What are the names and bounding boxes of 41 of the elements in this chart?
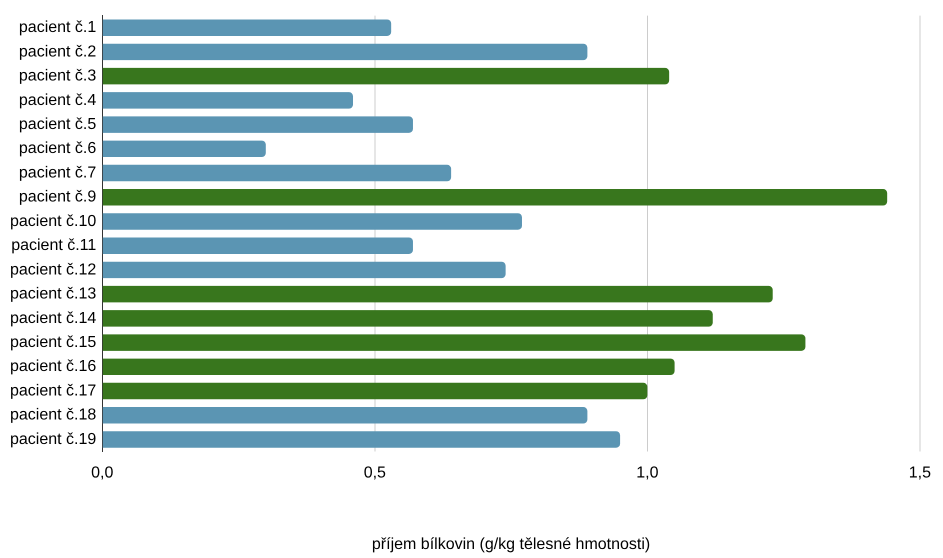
bar [102, 44, 588, 60]
bar [102, 286, 773, 302]
bar [102, 213, 522, 230]
bar [102, 68, 670, 84]
x-tick-label: 0,0 [91, 464, 114, 482]
y-tick-label: pacient č.16 [10, 358, 96, 376]
bar [102, 334, 806, 351]
y-tick-label: pacient č.12 [10, 261, 96, 278]
bar [102, 358, 675, 376]
bar [102, 237, 413, 254]
y-tick-label: pacient č.11 [11, 237, 96, 254]
y-tick-label: pacient č.1 [18, 19, 96, 36]
bar [102, 92, 354, 109]
y-tick-label: pacient č.4 [18, 92, 96, 109]
x-axis-title: příjem bílkovin (g/kg tělesné hmotnosti) [372, 536, 650, 553]
y-tick-label: pacient č.10 [10, 212, 96, 230]
bar [102, 189, 888, 206]
bar [102, 262, 506, 278]
y-tick-label: pacient č.2 [18, 43, 96, 60]
bar [102, 407, 588, 424]
bar [102, 140, 266, 158]
x-tick-label: 0,5 [364, 464, 386, 482]
bar [102, 431, 620, 448]
bar [102, 19, 392, 36]
x-tick-label: 1,5 [908, 464, 932, 482]
y-tick-label: pacient č.13 [10, 286, 96, 303]
x-tick-label: 1,0 [636, 464, 659, 482]
y-tick-label: pacient č.7 [18, 164, 96, 182]
y-tick-label: pacient č.3 [18, 68, 96, 85]
bar [102, 382, 648, 400]
bar [102, 116, 413, 133]
y-tick-label: pacient č.15 [10, 334, 96, 352]
y-tick-label: pacient č.19 [10, 430, 96, 448]
y-tick-label: pacient č.9 [18, 188, 96, 206]
bar [102, 310, 713, 327]
y-tick-label: pacient č.5 [18, 116, 96, 134]
y-tick-label: pacient č.17 [10, 382, 96, 400]
y-tick-label: pacient č.6 [18, 140, 96, 158]
y-tick-label: pacient č.14 [10, 310, 96, 327]
bar [102, 164, 452, 182]
y-tick-label: pacient č.18 [10, 406, 96, 424]
